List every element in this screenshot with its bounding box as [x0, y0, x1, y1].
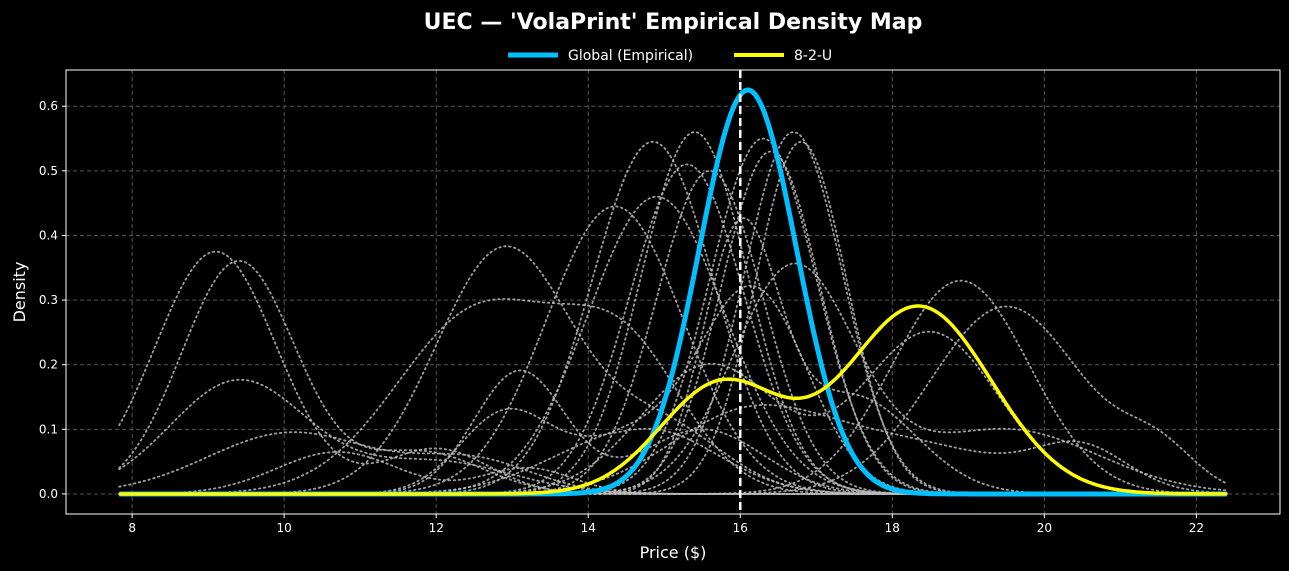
x-tick-label: 16: [733, 521, 748, 535]
background-density-curve-10: [118, 205, 1228, 495]
y-tick-label: 0.5: [39, 164, 58, 178]
x-tick-label: 20: [1037, 521, 1052, 535]
legend-label-8-2-u: 8-2-U: [794, 48, 832, 64]
y-tick-label: 0.2: [39, 358, 58, 372]
axis-ticks: 8 10 12 14 16 18 20 22 0.0 0.1 0.2 0.3 0.4 0.5 0.6: [39, 99, 1204, 535]
x-tick-label: 12: [429, 521, 444, 535]
x-tick-label: 18: [885, 521, 900, 535]
x-tick-label: 10: [277, 521, 292, 535]
y-tick-label: 0.1: [39, 422, 58, 436]
grid: [66, 70, 1280, 514]
main-curves: [119, 87, 1227, 497]
background-curves: [118, 131, 1228, 495]
x-tick-label: 14: [581, 521, 596, 535]
background-density-curve-5: [118, 451, 1228, 495]
background-density-curve-20: [118, 217, 1228, 495]
y-axis-label: Density: [10, 262, 29, 323]
background-density-curve-9: [118, 407, 1228, 495]
x-tick-label: 8: [128, 521, 136, 535]
background-density-curve-15: [118, 169, 1228, 495]
y-tick-label: 0.4: [39, 228, 58, 242]
legend: Global (Empirical) 8-2-U: [508, 48, 832, 64]
background-density-curve-24: [118, 403, 1228, 495]
8-2-u-curve: [119, 304, 1227, 496]
legend-label-global: Global (Empirical): [568, 48, 693, 64]
y-tick-label: 0.0: [39, 487, 58, 501]
plot-frame: [65, 69, 1281, 515]
x-axis-label: Price ($): [640, 543, 707, 562]
y-tick-label: 0.3: [39, 293, 58, 307]
y-tick-label: 0.6: [39, 99, 58, 113]
background-density-curve-16: [118, 137, 1228, 495]
chart-title: UEC — 'VolaPrint' Empirical Density Map: [424, 10, 923, 35]
x-tick-label: 22: [1189, 521, 1204, 535]
